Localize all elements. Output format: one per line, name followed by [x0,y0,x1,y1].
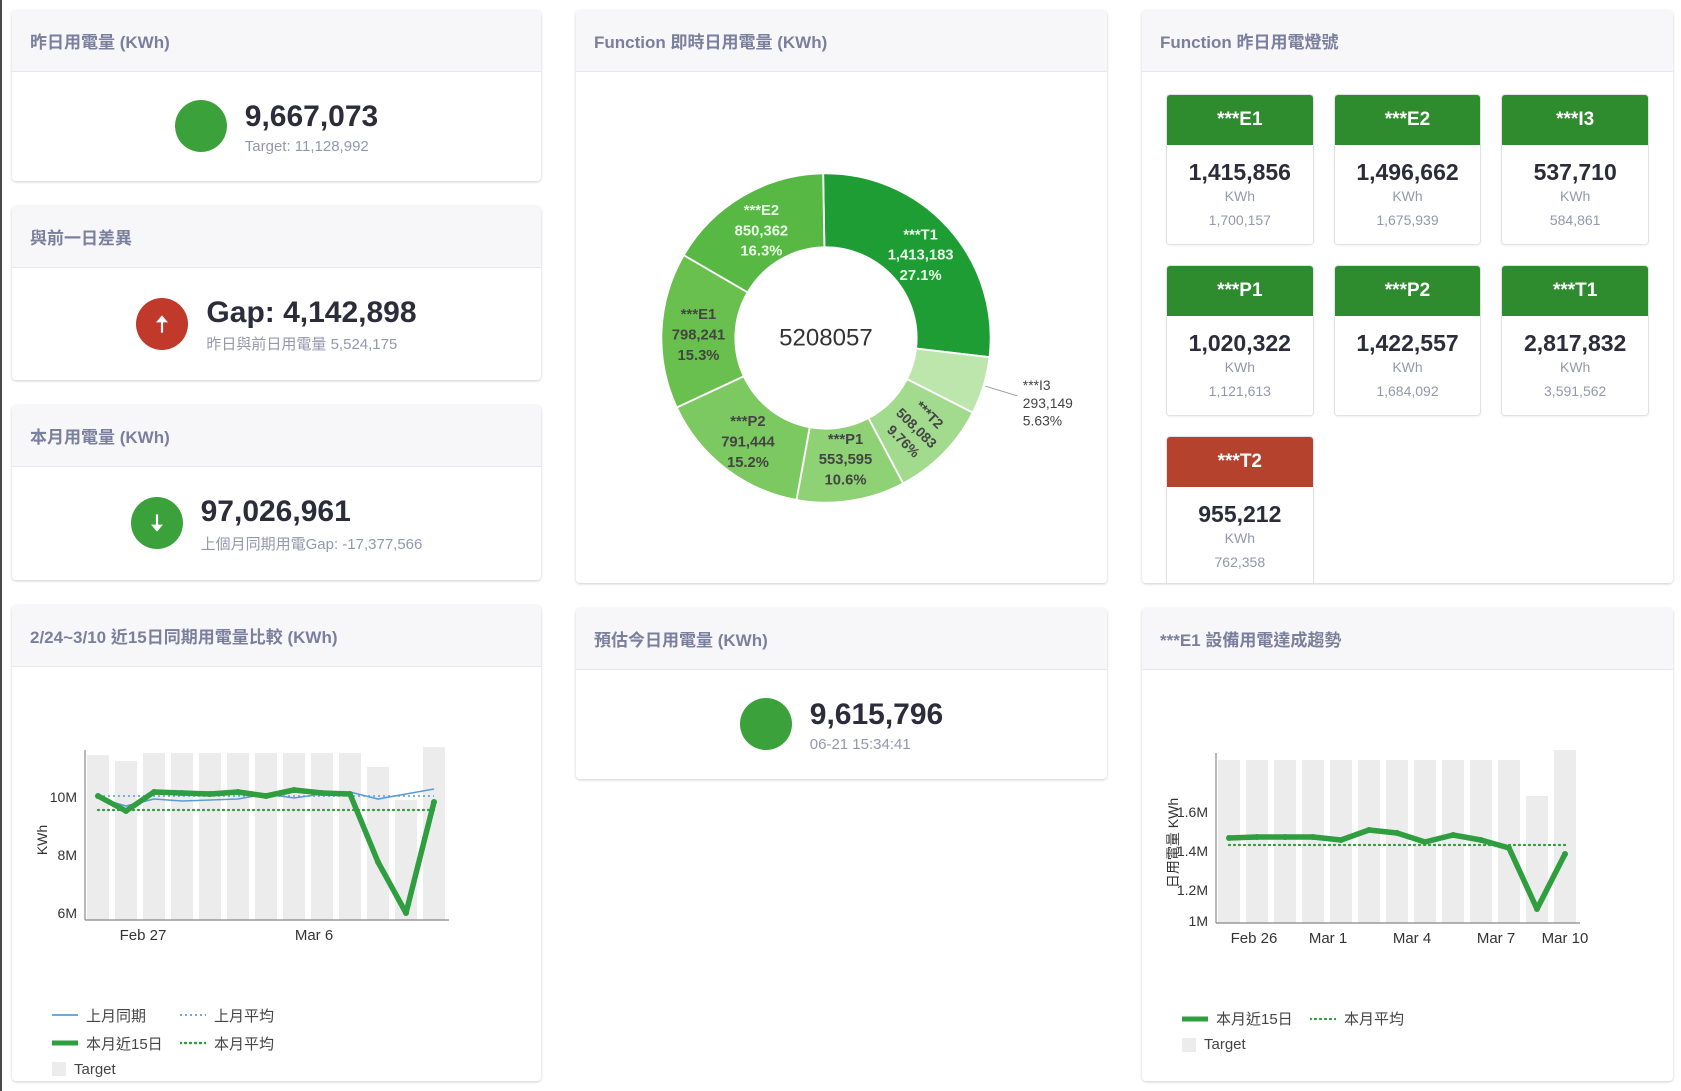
svg-text:8M: 8M [57,847,76,863]
svg-text:***E1: ***E1 [680,307,715,323]
svg-text:Feb 27: Feb 27 [119,927,166,944]
svg-text:15.2%: 15.2% [726,454,768,470]
svg-text:1.6M: 1.6M [1176,804,1207,820]
svg-text:16.3%: 16.3% [740,243,782,259]
svg-text:1.2M: 1.2M [1176,882,1207,898]
svg-text:Feb 26: Feb 26 [1230,930,1277,947]
svg-text:***E2: ***E2 [743,202,778,218]
svg-text:850,362: 850,362 [734,223,788,239]
svg-text:293,149: 293,149 [1022,394,1072,410]
svg-text:1M: 1M [1188,913,1207,929]
svg-text:Mar 4: Mar 4 [1392,930,1430,947]
svg-text:日用電量 KWh: 日用電量 KWh [1165,798,1181,888]
svg-text:Mar 6: Mar 6 [294,927,332,944]
svg-text:Mar 7: Mar 7 [1476,930,1514,947]
svg-text:6M: 6M [57,905,76,921]
svg-text:Mar 1: Mar 1 [1308,930,1346,947]
svg-text:5208057: 5208057 [779,324,873,351]
svg-text:791,444: 791,444 [721,434,775,450]
svg-text:***P1: ***P1 [827,431,862,447]
svg-text:***T1: ***T1 [903,227,938,243]
svg-text:5.63%: 5.63% [1022,412,1061,428]
svg-text:Mar 10: Mar 10 [1541,930,1588,947]
svg-text:553,595: 553,595 [818,452,872,468]
svg-text:1.4M: 1.4M [1176,843,1207,859]
svg-text:KWh: KWh [34,824,50,854]
svg-text:1,413,183: 1,413,183 [887,247,953,263]
svg-text:27.1%: 27.1% [899,268,941,284]
svg-text:15.3%: 15.3% [677,347,719,363]
svg-text:10M: 10M [49,789,76,805]
svg-text:***I3: ***I3 [1022,377,1050,393]
svg-text:***P2: ***P2 [730,414,765,430]
svg-text:10.6%: 10.6% [824,472,866,488]
svg-text:798,241: 798,241 [671,327,725,343]
